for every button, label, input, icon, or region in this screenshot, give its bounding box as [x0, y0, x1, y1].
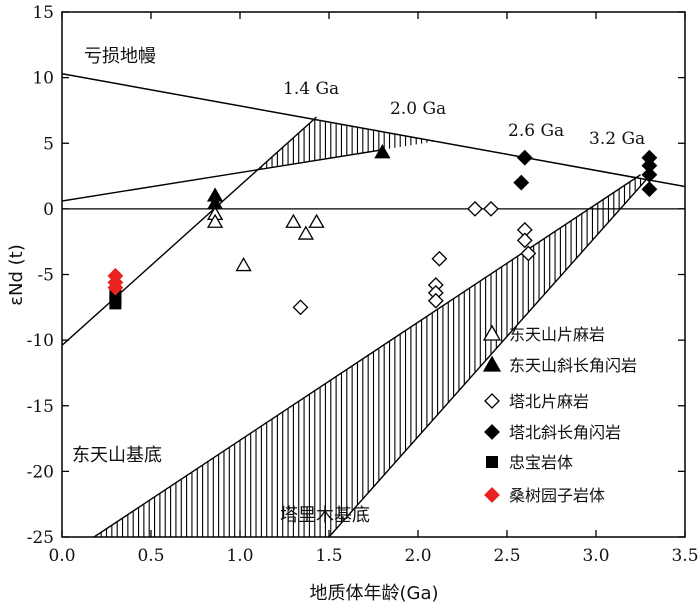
y-tick-label: 0 — [43, 200, 54, 220]
basement-bands — [62, 116, 650, 537]
model-age-label-4: 3.2 Ga — [589, 129, 645, 149]
legend-square-filled-icon — [486, 456, 498, 468]
band-boundary-line — [93, 174, 641, 537]
x-tick-label: 3.5 — [671, 546, 698, 566]
x-tick-label: 3.0 — [582, 546, 609, 566]
band-boundary-line — [62, 149, 383, 202]
model-age-label-2: 2.0 Ga — [390, 99, 446, 119]
data-point-triangle-open — [308, 213, 325, 228]
band-boundary-line — [328, 175, 650, 537]
y-tick-label: -5 — [37, 266, 54, 286]
legend-triangle-open-icon — [482, 324, 502, 341]
y-tick-label: -15 — [27, 397, 54, 417]
legend-item-east-tianshan-gneiss: 东天山片麻岩 — [482, 324, 605, 344]
reference-lines — [62, 72, 685, 210]
data-point-diamond-open — [292, 299, 309, 316]
data-point-diamond-filled — [516, 149, 533, 166]
axes: 0.0 0.5 1.0 1.5 2.0 2.5 3.0 3.5 15 10 5 0 -5 -10 -15 -2… — [27, 3, 699, 566]
legend-item-tabei-amphibolite: 塔北斜长角闪岩 — [484, 423, 621, 442]
legend-label-4: 塔北斜长角闪岩 — [509, 423, 621, 442]
legend-item-sangshuyuanzi: 桑树园子岩体 — [484, 486, 605, 505]
legend-item-tabei-gneiss: 塔北片麻岩 — [484, 392, 589, 411]
data-point-diamond-open — [427, 292, 444, 309]
data-point-triangle-open — [297, 225, 314, 240]
y-tick-label: 10 — [32, 69, 54, 89]
y-tick-label: 5 — [43, 134, 54, 154]
data-point-triangle-filled — [374, 144, 391, 159]
data-point-diamond-filled — [107, 279, 124, 296]
band-label-east-tianshan: 东天山基底 — [72, 445, 162, 466]
data-point-triangle-open — [285, 213, 302, 228]
band-label-tarim: 塔里木基底 — [280, 505, 370, 526]
band-boundary-line — [62, 116, 318, 346]
y-axis-title: εNd (t) — [6, 244, 27, 305]
legend-label-5: 忠宝岩体 — [509, 453, 573, 472]
legend: 东天山片麻岩 东天山斜长角闪岩 塔北片麻岩 塔北斜长角闪岩 忠宝岩体 桑树园子岩… — [482, 324, 637, 505]
data-point-square-filled — [109, 297, 122, 310]
data-point-diamond-open — [483, 200, 499, 217]
legend-label-3: 塔北片麻岩 — [509, 392, 589, 411]
legend-diamond-open-icon — [484, 393, 500, 409]
data-point-triangle-filled — [206, 195, 224, 210]
legend-item-zhongbao: 忠宝岩体 — [486, 453, 573, 472]
depleted-mantle-line — [62, 72, 685, 188]
data-point-triangle-open — [235, 257, 252, 272]
x-axis-title: 地质体年龄(Ga) — [309, 583, 438, 604]
legend-item-east-tianshan-amphibolite: 东天山斜长角闪岩 — [482, 355, 637, 375]
data-point-diamond-open — [467, 200, 483, 217]
x-tick-label: 2.5 — [493, 546, 520, 566]
y-tick-label: -20 — [27, 462, 54, 482]
data-point-triangle-open — [206, 213, 224, 228]
data-point-diamond-open — [516, 232, 533, 249]
data-point-diamond-filled — [513, 174, 530, 191]
x-tick-label: 0.5 — [137, 546, 164, 566]
y-tick-label: 15 — [32, 3, 54, 23]
x-tick-label: 0.0 — [48, 546, 75, 566]
data-point-diamond-open — [520, 245, 537, 262]
legend-diamond-red-icon — [484, 487, 500, 503]
model-age-label-1: 1.4 Ga — [283, 79, 339, 99]
y-tick-label: -10 — [27, 331, 54, 351]
depleted-mantle-label: 亏损地幔 — [84, 46, 156, 67]
model-age-label-3: 2.6 Ga — [508, 121, 564, 141]
legend-diamond-filled-icon — [484, 424, 500, 440]
legend-triangle-filled-icon — [482, 355, 502, 372]
y-tick-label: -25 — [27, 528, 54, 548]
data-point-diamond-filled — [641, 181, 658, 198]
legend-label-2: 东天山斜长角闪岩 — [509, 356, 637, 375]
legend-label-1: 东天山片麻岩 — [509, 325, 605, 344]
x-tick-label: 1.5 — [315, 546, 342, 566]
data-points — [107, 144, 658, 316]
data-point-diamond-open — [431, 250, 448, 267]
legend-label-6: 桑树园子岩体 — [509, 486, 605, 505]
x-tick-label: 1.0 — [226, 546, 253, 566]
x-tick-label: 2.0 — [404, 546, 431, 566]
